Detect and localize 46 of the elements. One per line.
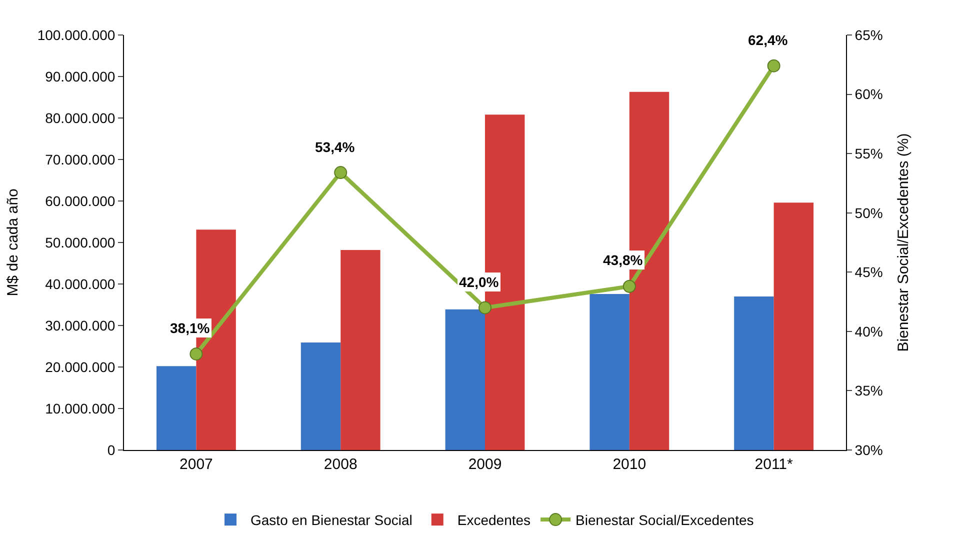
y2-tick-label: 65% (854, 26, 883, 43)
data-label: 53,4% (315, 139, 356, 155)
y-tick-label: 90.000.000 (45, 68, 116, 84)
y2-axis-title: Bienestar Social/Excedentes (%) (894, 133, 912, 352)
y2-tick-label: 35% (854, 382, 883, 399)
y-tick-label: 20.000.000 (45, 358, 116, 375)
y-tick-label: 80.000.000 (45, 110, 116, 126)
x-tick-label: 2009 (468, 456, 502, 473)
y2-tick-label: 60% (854, 86, 883, 102)
y-tick-label: 50.000.000 (45, 234, 116, 250)
bar (445, 309, 485, 450)
y2-tick-label: 55% (854, 145, 883, 162)
y-tick-label: 60.000.000 (45, 192, 116, 209)
legend-label: Excedentes (457, 512, 531, 528)
bar (300, 342, 341, 450)
bar (734, 296, 774, 450)
y-tick-label: 30.000.000 (45, 317, 116, 334)
y-tick-label: 10.000.000 (45, 400, 116, 416)
x-tick-label: 2010 (612, 456, 646, 473)
y2-tick-label: 30% (854, 442, 883, 458)
point (622, 280, 636, 293)
bar (774, 202, 814, 450)
y-tick-label: 70.000.000 (45, 151, 116, 168)
y-tick-label: 40.000.000 (45, 276, 116, 292)
point (478, 301, 492, 314)
data-label: 42,0% (459, 274, 500, 290)
y-axis-title: M$ de cada año (4, 188, 22, 296)
point (334, 166, 348, 180)
legend-label: Bienestar Social/Excedentes (576, 512, 754, 528)
data-label: 38,1% (170, 320, 210, 336)
x-tick-label: 2007 (180, 456, 213, 473)
legend-label: Gasto en Bienestar Social (250, 512, 412, 528)
data-label: 43,8% (603, 252, 644, 268)
point (190, 347, 203, 360)
bar (590, 294, 630, 450)
y-tick-label: 100.000.000 (37, 26, 116, 43)
bar (340, 250, 380, 450)
y2-tick-label: 50% (854, 204, 883, 221)
data-label: 62,4% (748, 32, 788, 48)
point (767, 59, 780, 72)
y2-tick-label: 40% (854, 323, 883, 340)
y2-tick-label: 45% (854, 264, 883, 280)
bar (156, 366, 196, 450)
x-tick-label: 2008 (324, 456, 358, 473)
y-tick-label: 0 (107, 442, 116, 458)
x-tick-label: 2011* (754, 456, 794, 473)
